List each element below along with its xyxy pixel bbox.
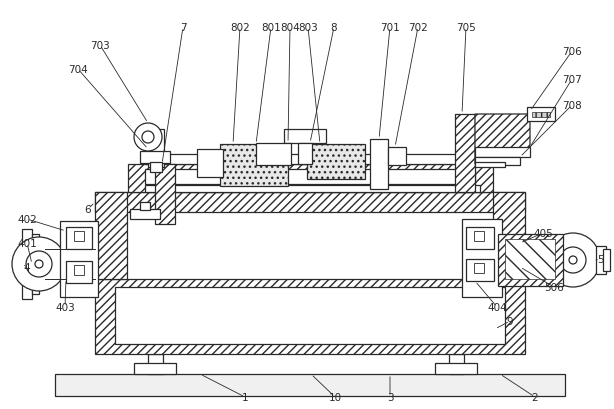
Polygon shape [475, 115, 530, 164]
Bar [145, 155, 475, 164]
Bar [462, 220, 502, 297]
Bar [55, 374, 565, 396]
Bar [284, 130, 326, 144]
Text: 4: 4 [24, 262, 30, 272]
Bar [298, 144, 312, 164]
Text: 704: 704 [68, 65, 88, 75]
Bar [527, 108, 555, 122]
Bar [449, 354, 464, 374]
Bar [475, 148, 530, 157]
Text: 10: 10 [328, 392, 341, 402]
Circle shape [560, 247, 586, 273]
Bar [505, 239, 555, 279]
Text: 403: 403 [55, 302, 75, 312]
Text: 7: 7 [180, 23, 186, 33]
Bar [466, 259, 494, 281]
Bar [74, 231, 84, 241]
Bar [475, 163, 505, 168]
Circle shape [12, 237, 66, 291]
Bar [474, 263, 484, 273]
Bar [95, 193, 525, 213]
Bar [603, 249, 610, 271]
Bar [145, 186, 480, 193]
Text: 506: 506 [544, 282, 564, 292]
Bar [493, 193, 525, 279]
Bar [95, 193, 127, 279]
Text: 1: 1 [242, 392, 248, 402]
Bar [32, 234, 39, 294]
Bar [474, 231, 484, 241]
Bar [148, 354, 163, 374]
Bar [220, 145, 288, 187]
Bar [134, 363, 176, 374]
Bar [74, 265, 84, 275]
Text: 405: 405 [533, 229, 553, 238]
Bar [140, 202, 150, 211]
Text: 2: 2 [532, 392, 538, 402]
Circle shape [569, 256, 577, 264]
Bar [115, 287, 505, 344]
Bar [150, 163, 162, 173]
Bar [435, 363, 477, 374]
Text: 707: 707 [562, 75, 582, 85]
Text: 9: 9 [507, 316, 513, 326]
Text: 401: 401 [17, 238, 37, 248]
Circle shape [134, 124, 162, 152]
Text: 702: 702 [408, 23, 428, 33]
Bar [148, 130, 164, 168]
Text: 706: 706 [562, 47, 582, 57]
Circle shape [26, 252, 52, 277]
Bar [307, 145, 365, 180]
Bar [455, 115, 475, 193]
Circle shape [142, 132, 154, 144]
Circle shape [546, 234, 600, 287]
Text: 6: 6 [85, 204, 91, 214]
Bar [145, 170, 475, 184]
Bar [60, 221, 98, 297]
Bar [140, 152, 170, 164]
Bar [22, 229, 32, 299]
Bar [475, 157, 520, 166]
Bar [130, 209, 160, 220]
Circle shape [35, 261, 43, 268]
Bar [197, 150, 223, 178]
Text: 802: 802 [230, 23, 250, 33]
Text: 708: 708 [562, 101, 582, 111]
Bar [596, 246, 606, 274]
Bar [370, 139, 388, 189]
Text: 803: 803 [298, 23, 318, 33]
Bar [95, 279, 525, 354]
Bar [466, 227, 494, 249]
Text: 404: 404 [487, 302, 507, 312]
Text: 3: 3 [387, 392, 394, 402]
Bar [66, 227, 92, 249]
Text: 8: 8 [331, 23, 337, 33]
Bar [532, 113, 550, 118]
Bar [256, 144, 291, 166]
Text: 804: 804 [280, 23, 300, 33]
Text: 703: 703 [90, 41, 110, 51]
Bar [66, 261, 92, 283]
Bar [128, 164, 493, 193]
Text: 705: 705 [456, 23, 476, 33]
Text: 701: 701 [380, 23, 400, 33]
Text: 801: 801 [261, 23, 281, 33]
Text: 402: 402 [17, 214, 37, 225]
Bar [498, 234, 563, 286]
Bar [155, 164, 175, 225]
Bar [388, 148, 406, 166]
Text: 5: 5 [597, 254, 604, 264]
